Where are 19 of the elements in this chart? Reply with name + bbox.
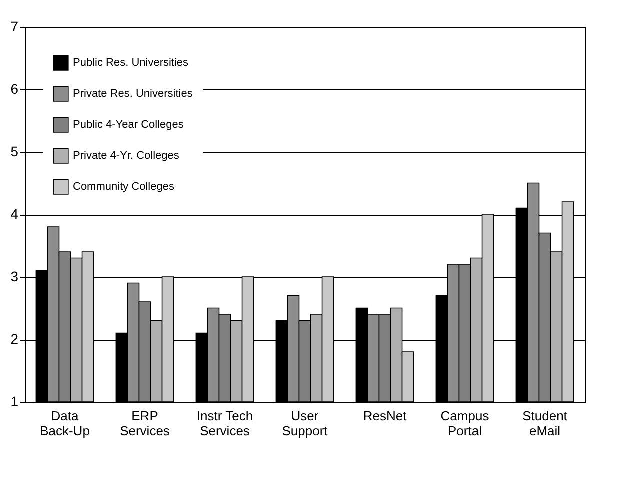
y-tick-label: 7 — [10, 18, 19, 34]
legend-label: Public Res. Universities — [73, 57, 190, 69]
x-tick-label: Student eMail — [522, 408, 568, 438]
legend-label: Private Res. Universities — [73, 88, 194, 100]
legend-label: Community Colleges — [73, 181, 175, 193]
y-tick-label: 3 — [10, 268, 19, 284]
x-tick-label: Campus Portal — [440, 408, 490, 438]
y-tick-label: 2 — [10, 331, 19, 347]
legend-label: Private 4-Yr. Colleges — [73, 150, 180, 162]
legend-label: Public 4-Year Colleges — [73, 119, 184, 131]
x-tick-label: ResNet — [363, 408, 408, 424]
x-tick-label: Data Back-Up — [40, 408, 90, 438]
x-tick-label: ERP Services — [120, 408, 170, 438]
y-tick-label: 4 — [10, 206, 19, 222]
x-tick-label: User Support — [282, 408, 328, 438]
x-tick-label: Instr Tech Services — [196, 408, 254, 438]
y-tick-label: 5 — [10, 144, 19, 160]
y-tick-label: 1 — [10, 394, 19, 410]
y-tick-label: 6 — [10, 81, 19, 97]
